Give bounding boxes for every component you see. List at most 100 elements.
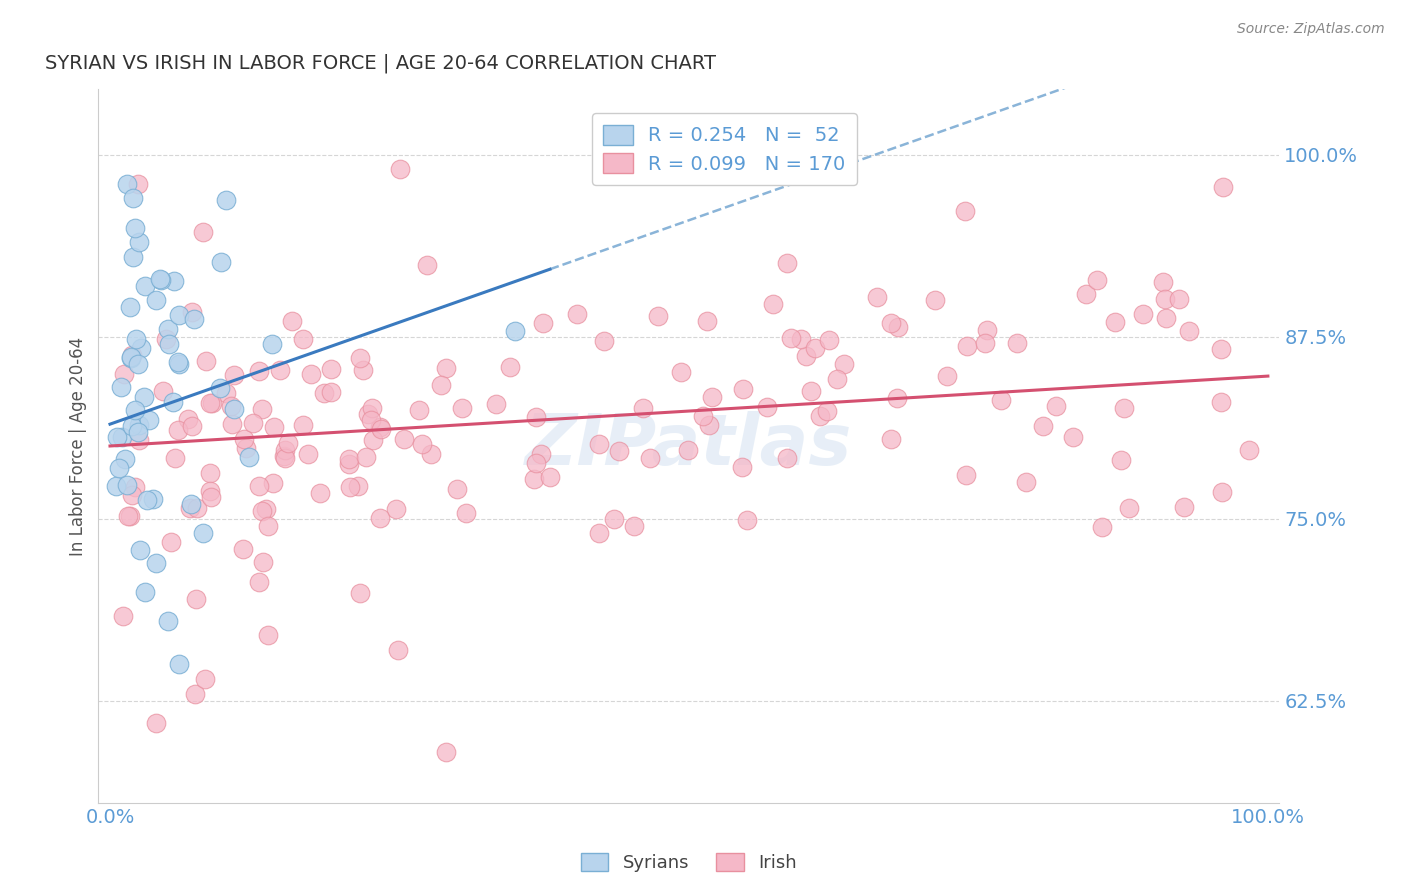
Point [360,401,382,415]
Point [215,386,238,401]
Point [990,393,1012,408]
Point [221,417,243,431]
Point [953,204,976,219]
Point [169,657,191,672]
Point [388,162,411,177]
Point [162,394,184,409]
Point [297,447,319,461]
Point [349,351,371,365]
Point [110,380,132,394]
Point [124,480,146,494]
Point [273,449,295,463]
Point [1212,179,1234,194]
Point [818,333,841,347]
Point [121,418,143,433]
Point [198,484,221,499]
Point [121,488,143,502]
Point [128,417,150,432]
Point [434,361,457,376]
Point [135,492,157,507]
Point [955,467,977,482]
Point [186,500,208,515]
Point [337,452,360,467]
Point [201,396,224,410]
Point [242,416,264,430]
Point [524,409,547,424]
Legend: Syrians, Irish: Syrians, Irish [574,846,804,880]
Point [108,461,131,475]
Point [408,403,430,417]
Point [776,451,799,466]
Point [138,413,160,427]
Point [120,350,142,364]
Point [800,384,823,398]
Y-axis label: In Labor Force | Age 20-64: In Labor Force | Age 20-64 [69,336,87,556]
Point [122,191,145,205]
Point [312,386,335,401]
Point [112,609,135,624]
Text: ZIPatlas: ZIPatlas [526,411,852,481]
Point [796,349,818,363]
Point [346,479,368,493]
Point [385,502,408,516]
Point [163,451,186,466]
Point [180,305,202,319]
Point [368,420,391,434]
Point [149,272,172,286]
Point [880,317,903,331]
Point [434,745,457,759]
Point [111,430,134,444]
Point [456,506,478,520]
Point [370,421,392,435]
Point [523,472,546,486]
Point [186,591,208,606]
Point [1211,484,1233,499]
Point [235,441,257,455]
Point [780,331,803,345]
Point [1109,453,1132,467]
Point [247,478,270,492]
Point [1015,475,1038,490]
Point [337,457,360,471]
Point [349,586,371,600]
Point [150,273,173,287]
Point [179,501,201,516]
Point [222,401,245,416]
Point [159,534,181,549]
Point [420,447,443,461]
Point [790,332,813,346]
Point [120,509,142,524]
Point [274,451,297,466]
Point [1211,342,1233,356]
Point [360,412,382,426]
Point [200,490,222,504]
Point [319,385,342,400]
Point [117,509,139,524]
Point [195,353,218,368]
Point [169,308,191,322]
Point [776,256,799,270]
Point [169,357,191,371]
Point [183,311,205,326]
Point [191,225,214,239]
Point [1045,399,1067,413]
Point [485,397,508,411]
Point [1154,292,1177,306]
Point [274,443,297,458]
Point [145,556,167,570]
Point [804,341,827,355]
Point [603,511,626,525]
Point [262,476,284,491]
Point [309,486,332,500]
Point [361,433,384,447]
Point [593,334,616,348]
Point [128,434,150,448]
Point [127,425,149,439]
Point [974,335,997,350]
Point [256,628,278,642]
Point [1091,520,1114,534]
Point [250,402,273,417]
Point [183,687,205,701]
Point [233,432,256,446]
Point [352,363,374,377]
